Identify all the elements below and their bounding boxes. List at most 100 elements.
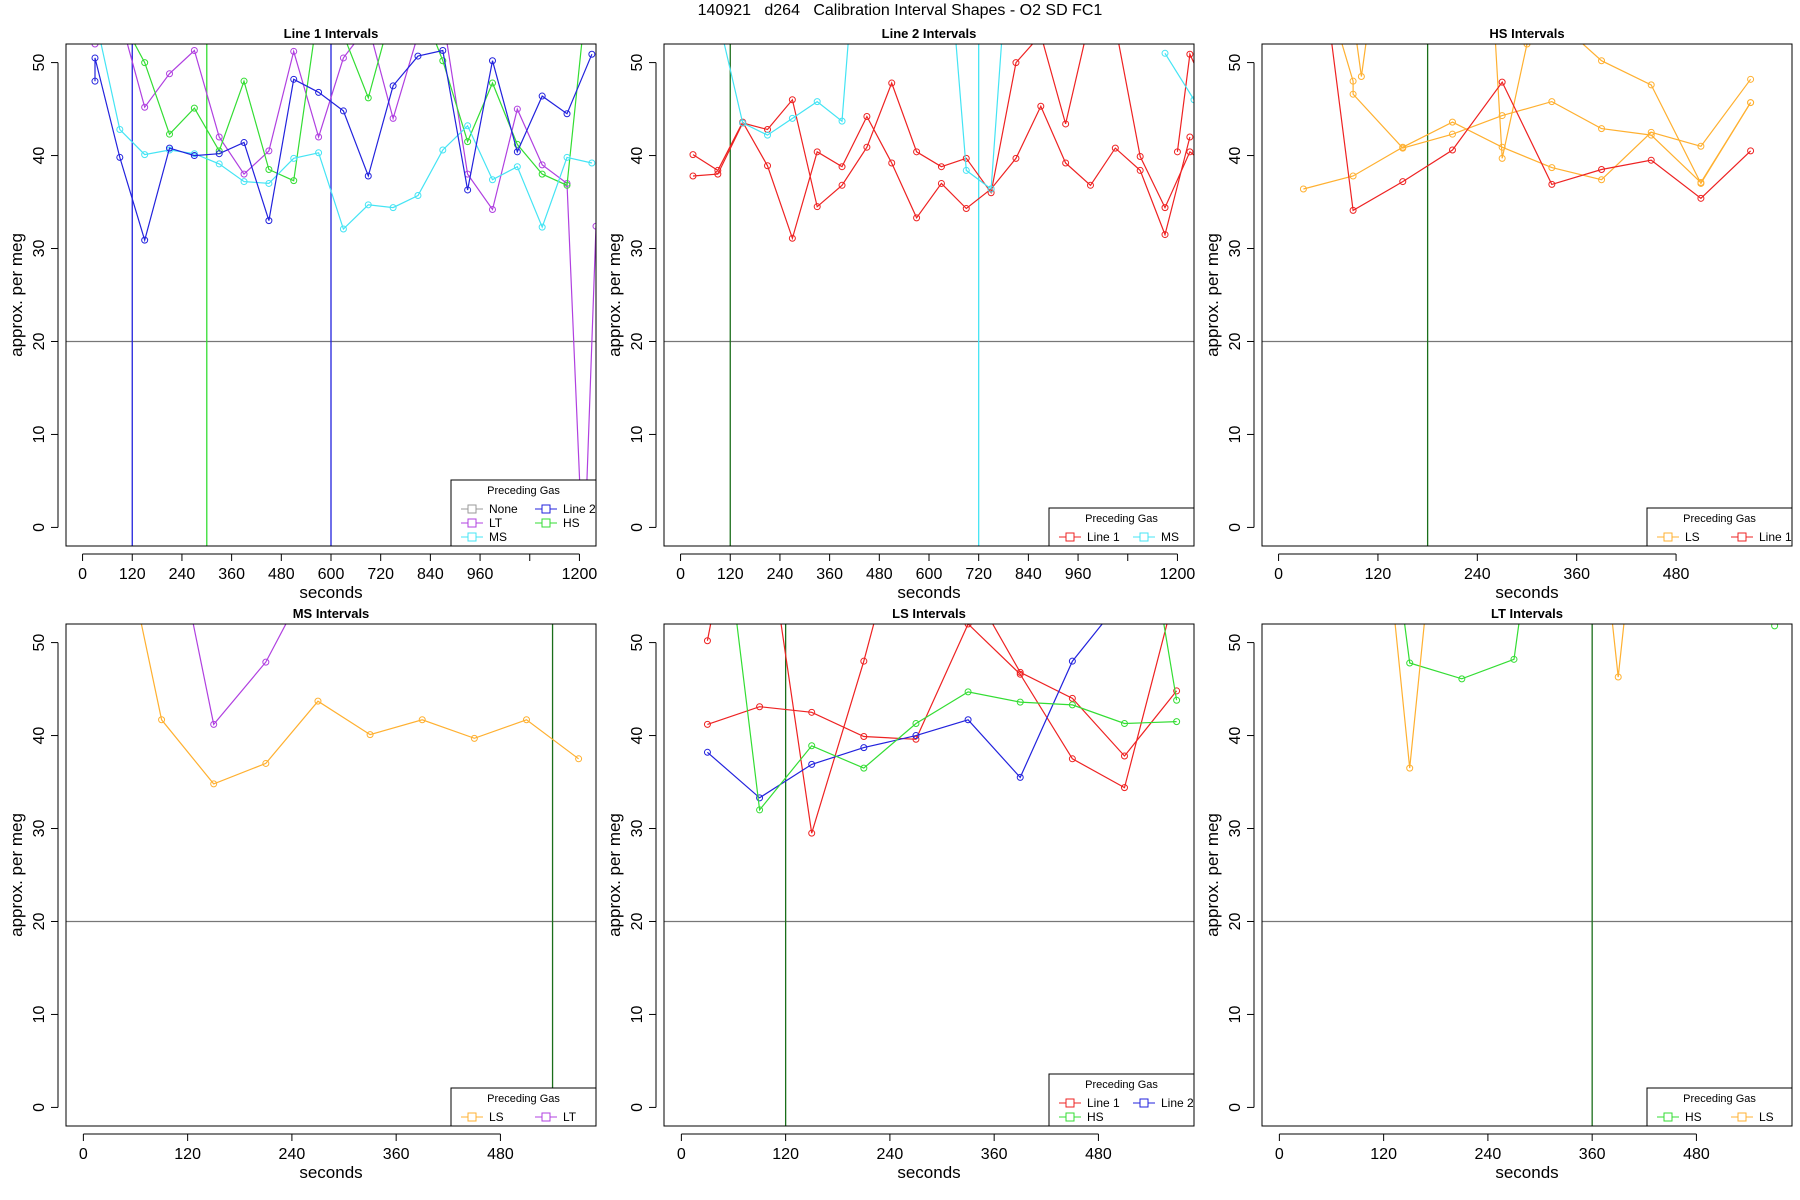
x-tick-label: 120 [119, 566, 146, 583]
data-point [808, 742, 816, 750]
legend-label: LT [489, 516, 503, 530]
data-point [860, 657, 868, 665]
y-tick-label: 40 [31, 147, 48, 165]
data-point [364, 201, 372, 209]
data-point [215, 150, 223, 158]
data-point [788, 234, 796, 242]
x-tick-label: 0 [677, 1146, 686, 1163]
y-tick-label: 50 [1227, 54, 1244, 72]
data-point [1136, 166, 1144, 174]
y-tick-label: 40 [1227, 727, 1244, 745]
data-point [1186, 50, 1194, 58]
data-point [764, 162, 772, 170]
data-point [588, 50, 596, 58]
data-point [1697, 179, 1705, 187]
x-axis-label: seconds [897, 1163, 960, 1182]
series-line [736, 624, 1177, 812]
data-point [1747, 99, 1755, 107]
data-point [714, 170, 722, 178]
data-point [1598, 57, 1606, 65]
legend-swatch-marker [541, 518, 551, 528]
series-line [692, 44, 1194, 210]
data-point [1548, 180, 1556, 188]
data-point [1406, 659, 1414, 667]
x-axis-label: seconds [897, 583, 960, 602]
x-tick-label: 480 [866, 566, 893, 583]
legend-swatch-marker [1663, 532, 1673, 542]
legend-label: MS [1161, 530, 1179, 544]
data-point [1062, 120, 1070, 128]
data-point [116, 126, 124, 134]
data-point [739, 119, 747, 127]
legend-title: Preceding Gas [1085, 1079, 1158, 1091]
data-point [1186, 133, 1194, 141]
data-point [1548, 98, 1556, 106]
data-point [1349, 90, 1357, 98]
data-point [563, 181, 571, 189]
data-point [1016, 668, 1024, 676]
data-point [166, 144, 174, 152]
data-point [703, 637, 711, 645]
y-tick-label: 10 [1227, 425, 1244, 443]
series-line [723, 44, 849, 136]
data-point [538, 170, 546, 178]
x-tick-label: 0 [78, 566, 87, 583]
data-point [1399, 178, 1407, 186]
data-point [366, 731, 374, 739]
y-tick-label: 40 [31, 727, 48, 745]
x-tick-label: 0 [1274, 566, 1283, 583]
legend-label: HS [1685, 1110, 1702, 1124]
data-point [364, 172, 372, 180]
data-point [756, 806, 764, 814]
y-tick-label: 20 [31, 912, 48, 930]
data-point [1349, 77, 1357, 85]
x-tick-label: 360 [816, 566, 843, 583]
panel-title: LT Intervals [1491, 606, 1563, 621]
data-point [315, 149, 323, 157]
x-tick-label: 240 [169, 566, 196, 583]
data-point [1195, 155, 1201, 161]
data-point [1349, 172, 1357, 180]
data-point [141, 59, 149, 67]
data-point [1186, 148, 1194, 156]
data-point [290, 177, 298, 185]
data-point [1349, 206, 1357, 214]
data-point [190, 152, 198, 160]
x-axis-label: seconds [299, 1163, 362, 1182]
y-tick-label: 20 [629, 912, 646, 930]
legend-swatch-marker [467, 1112, 477, 1122]
data-point [964, 624, 972, 628]
data-point [538, 161, 546, 169]
x-tick-label: 360 [981, 1146, 1008, 1163]
y-tick-label: 30 [1227, 820, 1244, 838]
legend: Preceding Gas Line 1 Line 2 HS [1048, 1073, 1195, 1127]
data-point [1173, 687, 1181, 695]
data-point [838, 163, 846, 171]
data-point [513, 148, 521, 156]
data-point [538, 223, 546, 231]
data-point [703, 748, 711, 756]
y-tick-label: 20 [1227, 912, 1244, 930]
data-point [389, 114, 397, 122]
y-tick-label: 50 [31, 54, 48, 72]
data-point [964, 716, 972, 724]
legend-label: LS [1759, 1110, 1774, 1124]
legend-label: HS [563, 516, 580, 530]
plot-frame [663, 623, 1195, 1127]
data-point [389, 204, 397, 212]
data-point [265, 179, 273, 187]
y-tick-label: 20 [31, 332, 48, 350]
panel-4: MS Intervals 0 120 240 360 480 seconds 0 10 20 30 4… [7, 606, 597, 1182]
legend-title: Preceding Gas [1683, 513, 1756, 525]
data-point [1406, 764, 1414, 772]
series-line [992, 624, 1178, 757]
data-point [488, 176, 496, 184]
series-line [706, 624, 712, 641]
series-line [707, 624, 1103, 799]
x-tick-label: 360 [218, 566, 245, 583]
x-axis-label: seconds [299, 583, 362, 602]
data-point [860, 764, 868, 772]
data-point [913, 214, 921, 222]
data-point [262, 658, 270, 666]
series-line [95, 44, 596, 546]
